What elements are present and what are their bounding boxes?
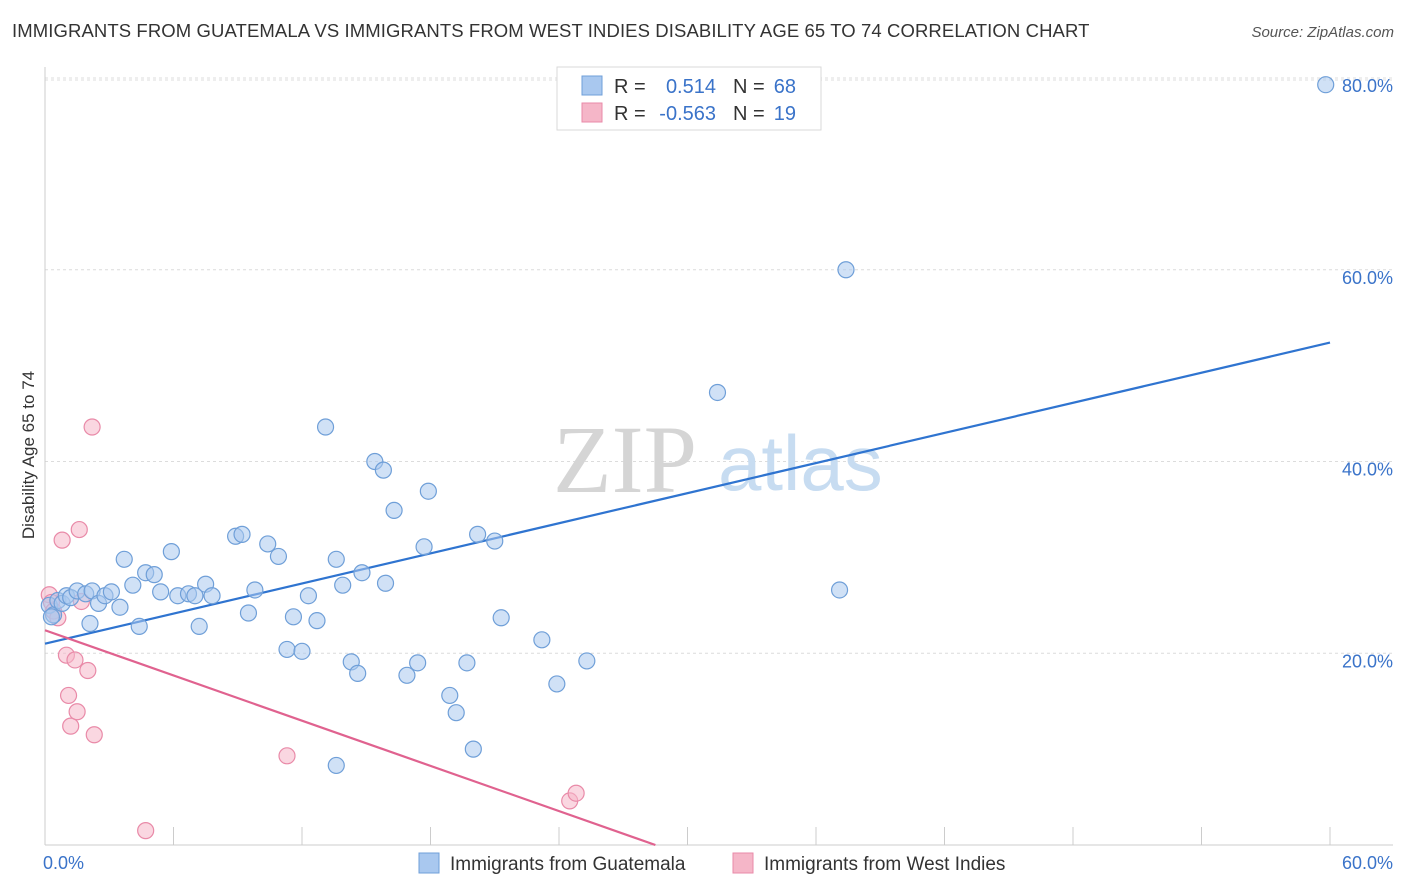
chart-title: IMMIGRANTS FROM GUATEMALA VS IMMIGRANTS … — [12, 20, 1090, 41]
legend-label-guatemala: Immigrants from Guatemala — [450, 854, 686, 875]
watermark-atlas: atlas — [718, 419, 883, 507]
point-guatemala — [124, 576, 142, 594]
point-guatemala — [334, 576, 352, 594]
point-west-indies — [278, 747, 296, 765]
y-tick-label: 80.0% — [1342, 76, 1393, 96]
x-tick-labels: 0.0% 60.0% — [43, 853, 1393, 873]
stats-swatch-west-indies — [581, 102, 603, 123]
point-west-indies — [59, 686, 78, 705]
point-guatemala — [299, 587, 318, 605]
stats-swatch-guatemala — [581, 75, 603, 96]
point-guatemala — [492, 609, 510, 627]
trendline-west-indies — [44, 629, 656, 847]
point-guatemala — [259, 535, 277, 553]
point-guatemala — [186, 587, 204, 605]
stats-r-label: R = — [614, 103, 646, 125]
point-west-indies — [137, 822, 155, 840]
point-guatemala — [458, 654, 476, 672]
point-guatemala — [398, 666, 416, 684]
point-guatemala — [385, 501, 403, 519]
point-guatemala — [327, 550, 345, 568]
y-tick-labels: 20.0% 40.0% 60.0% 80.0% — [1342, 76, 1393, 671]
point-west-indies — [66, 651, 84, 669]
point-guatemala — [409, 654, 427, 672]
chart-source: Source: ZipAtlas.com — [1251, 24, 1394, 41]
y-tick-label: 40.0% — [1342, 460, 1393, 480]
point-guatemala — [349, 664, 367, 682]
point-west-indies — [79, 661, 97, 680]
legend-swatch-west-indies — [732, 852, 754, 874]
stats-n-value: 68 — [774, 76, 796, 98]
data-points — [40, 76, 1335, 840]
point-guatemala — [269, 547, 288, 566]
point-guatemala — [708, 383, 727, 402]
point-guatemala — [830, 581, 849, 599]
point-west-indies — [70, 520, 88, 539]
point-west-indies — [62, 717, 80, 735]
point-guatemala — [374, 461, 392, 479]
legend-swatch-guatemala — [418, 852, 440, 874]
point-guatemala — [284, 608, 303, 626]
x-tick-label: 60.0% — [1342, 853, 1393, 873]
stats-n-label: N = — [733, 76, 765, 98]
point-guatemala — [419, 482, 437, 500]
point-guatemala — [278, 640, 296, 659]
point-guatemala — [469, 525, 487, 543]
point-guatemala — [837, 261, 855, 279]
stats-r-value: -0.563 — [659, 103, 716, 125]
watermark-zip: ZIP — [553, 406, 697, 513]
point-guatemala — [130, 617, 148, 636]
gridlines — [45, 77, 1393, 654]
y-tick-label: 60.0% — [1342, 268, 1393, 288]
point-guatemala — [190, 617, 208, 636]
x-tick-label: 0.0% — [43, 853, 84, 873]
trendline-guatemala — [44, 341, 1331, 645]
stats-legend: R = 0.514 N = 68 R = -0.563 N = 19 — [556, 66, 822, 131]
point-guatemala — [1317, 76, 1335, 94]
series-legend: Immigrants from Guatemala Immigrants fro… — [418, 852, 1005, 875]
point-guatemala — [376, 574, 395, 592]
point-guatemala — [239, 604, 258, 622]
point-guatemala — [415, 538, 433, 556]
point-guatemala — [246, 581, 264, 599]
point-west-indies — [567, 784, 585, 802]
point-guatemala — [353, 564, 371, 582]
stats-r-value: 0.514 — [666, 76, 716, 98]
point-west-indies — [83, 418, 101, 436]
point-guatemala — [548, 675, 566, 693]
point-guatemala — [464, 740, 482, 758]
point-guatemala — [486, 532, 504, 550]
legend-label-west-indies: Immigrants from West Indies — [764, 854, 1005, 875]
point-west-indies — [53, 531, 71, 549]
stats-n-value: 19 — [774, 103, 796, 125]
point-guatemala — [203, 587, 221, 605]
stats-n-label: N = — [733, 103, 765, 125]
point-guatemala — [578, 652, 596, 670]
point-guatemala — [441, 686, 459, 705]
point-guatemala — [152, 583, 170, 601]
point-guatemala — [81, 614, 99, 633]
point-west-indies — [85, 726, 103, 744]
watermark: ZIP atlas — [553, 406, 883, 513]
point-guatemala — [327, 756, 345, 775]
point-guatemala — [115, 550, 133, 568]
point-guatemala — [293, 642, 311, 660]
axes — [44, 67, 1393, 846]
point-guatemala — [233, 525, 251, 543]
y-axis-label: Disability Age 65 to 74 — [19, 371, 38, 539]
point-guatemala — [533, 631, 551, 649]
y-tick-label: 20.0% — [1342, 651, 1393, 671]
point-guatemala — [447, 704, 465, 722]
point-guatemala — [162, 543, 180, 561]
stats-r-label: R = — [614, 76, 646, 98]
point-west-indies — [68, 703, 86, 721]
point-guatemala — [316, 418, 335, 436]
point-guatemala — [102, 583, 120, 601]
point-guatemala — [145, 566, 163, 584]
point-guatemala — [111, 598, 129, 616]
point-guatemala — [42, 608, 61, 626]
point-guatemala — [308, 612, 326, 630]
